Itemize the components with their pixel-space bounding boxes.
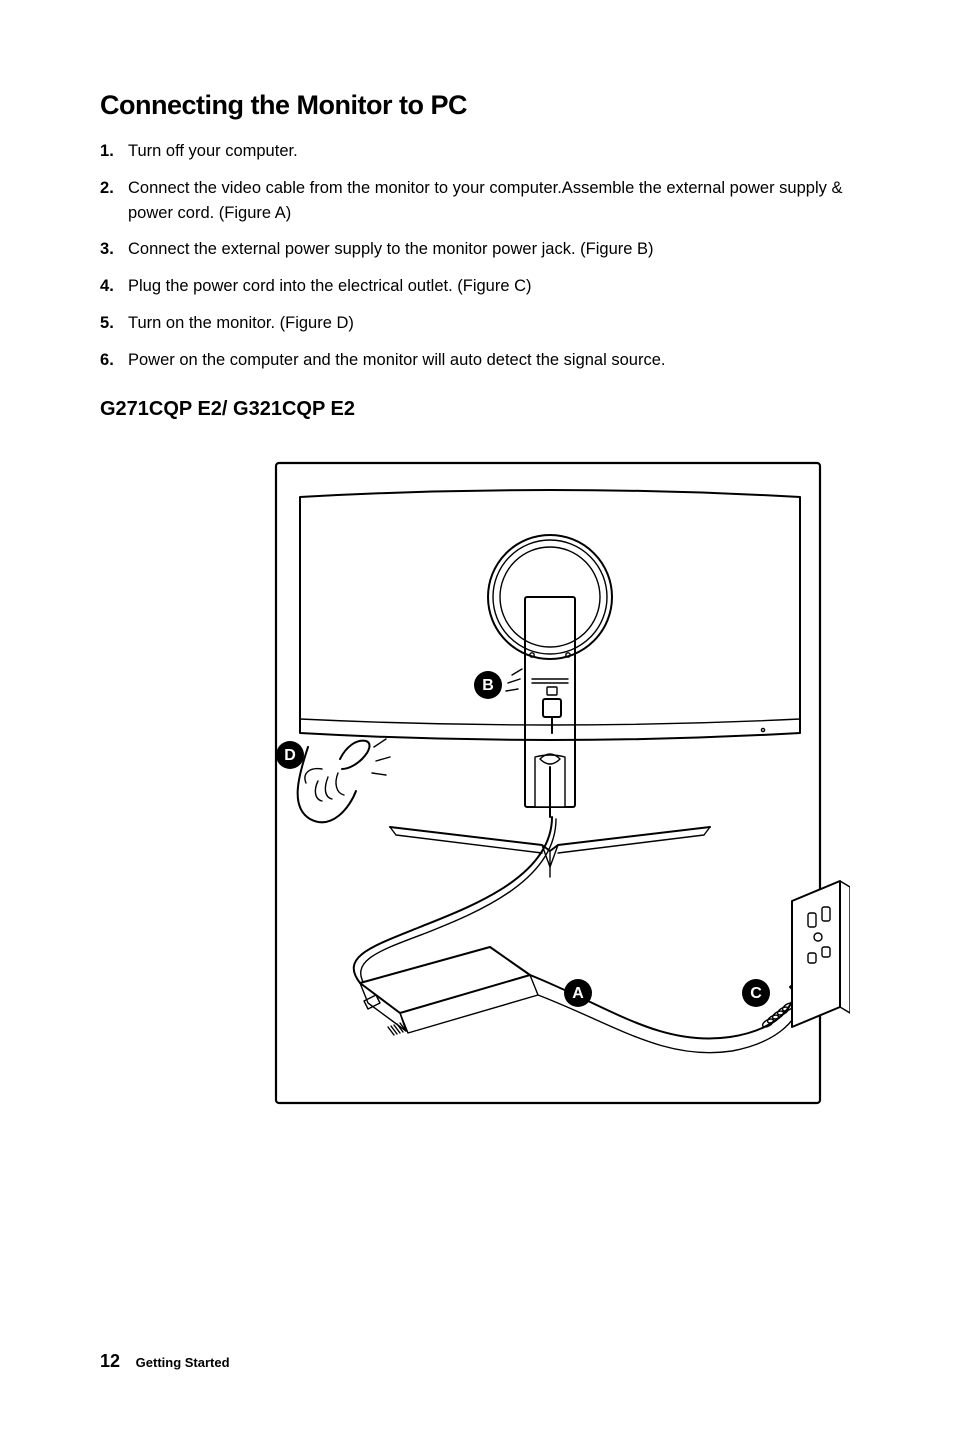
- step-item: Turn on the monitor. (Figure D): [100, 311, 854, 336]
- model-subheading: G271CQP E2/ G321CQP E2: [100, 398, 854, 421]
- svg-text:B: B: [482, 677, 494, 694]
- step-item: Plug the power cord into the electrical …: [100, 274, 854, 299]
- steps-list: Turn off your computer. Connect the vide…: [100, 139, 854, 372]
- footer-section: Getting Started: [136, 1355, 230, 1370]
- svg-text:C: C: [750, 985, 762, 1002]
- svg-text:A: A: [572, 985, 584, 1002]
- page-number: 12: [100, 1351, 120, 1371]
- page-footer: 12 Getting Started: [100, 1351, 230, 1372]
- step-item: Turn off your computer.: [100, 139, 854, 164]
- step-item: Power on the computer and the monitor wi…: [100, 348, 854, 373]
- step-item: Connect the video cable from the monitor…: [100, 176, 854, 226]
- section-title: Connecting the Monitor to PC: [100, 90, 854, 121]
- svg-text:D: D: [284, 747, 296, 764]
- step-item: Connect the external power supply to the…: [100, 237, 854, 262]
- connection-diagram: A B C D: [190, 447, 850, 1127]
